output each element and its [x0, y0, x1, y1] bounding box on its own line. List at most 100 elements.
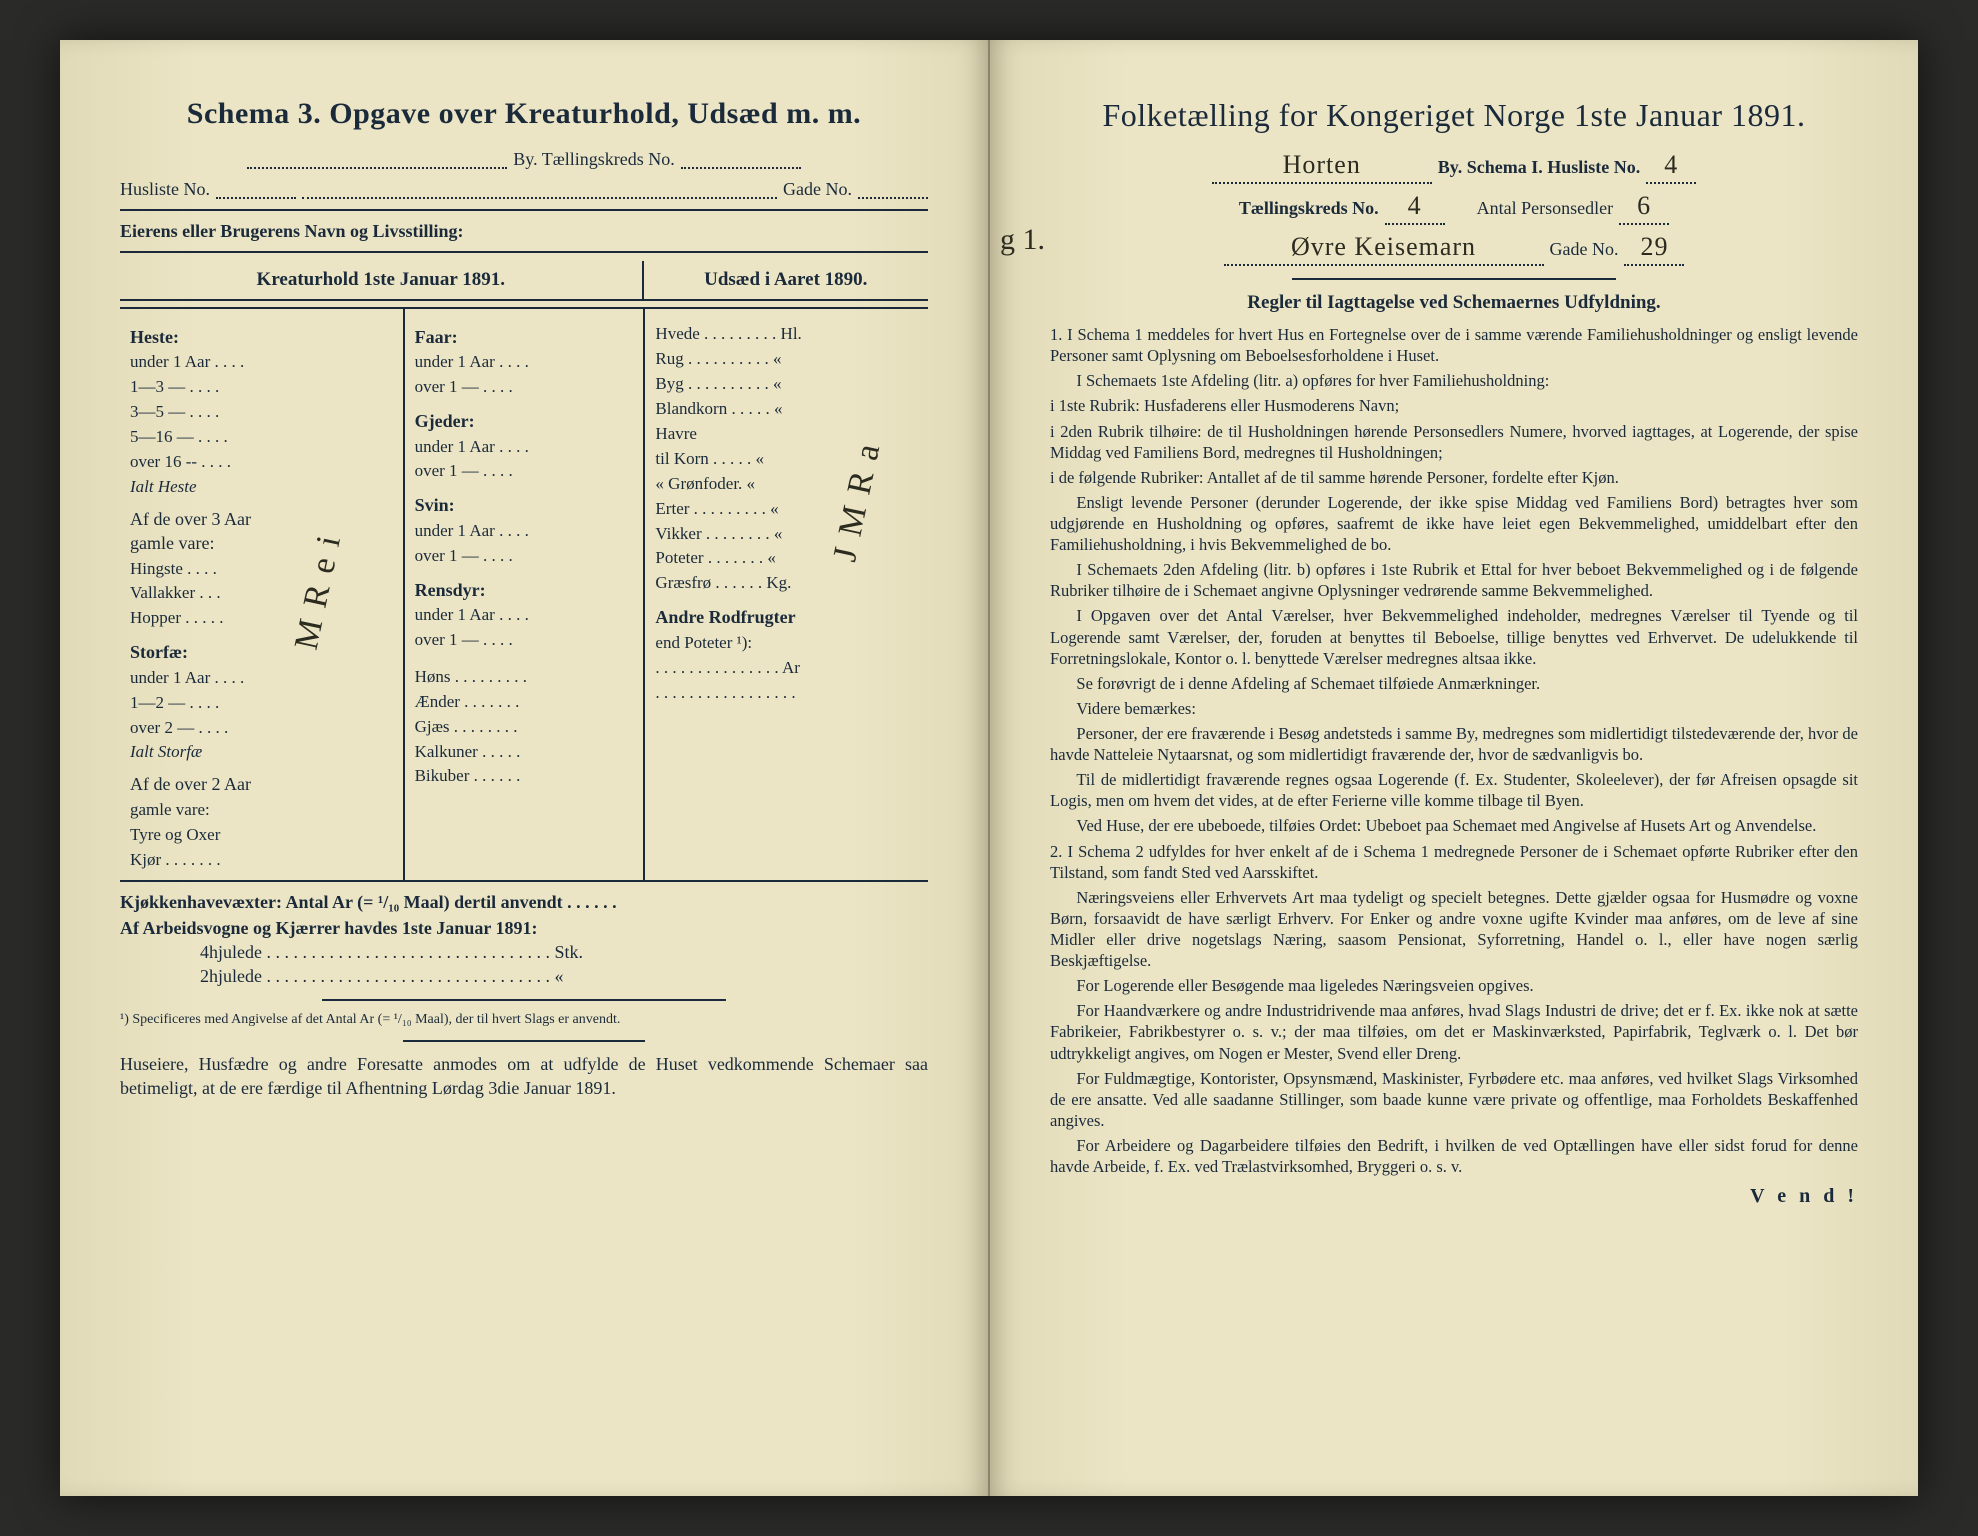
udsaed-row: Erter . . . . . . . . . «	[655, 498, 778, 521]
by-handwritten: Horten	[1212, 147, 1432, 184]
census-title: Folketælling for Kongeriget Norge 1ste J…	[1050, 94, 1858, 137]
af3-row: Vallakker . . .	[130, 582, 221, 605]
udsaed-row: Hvede . . . . . . . . . Hl.	[655, 323, 801, 346]
gade-line: Øvre Keisemarn Gade No. 29	[1050, 229, 1858, 266]
rule-p: 1. I Schema 1 meddeles for hvert Hus en …	[1050, 325, 1858, 365]
gjeder-heading: Gjeder:	[415, 409, 634, 433]
husliste-line: Husliste No. Gade No.	[120, 175, 928, 201]
rule-p: Videre bemærkes:	[1076, 699, 1196, 718]
hjul2: 2hjulede . . . . . . . . . . . . . . . .…	[200, 964, 928, 988]
gade-label-r: Gade No.	[1550, 237, 1619, 261]
udsaed-row: Blandkorn . . . . . «	[655, 398, 782, 421]
schema3-page: Schema 3. Opgave over Kreaturhold, Udsæd…	[60, 40, 990, 1496]
blank-row: . . . . . . . . . . . . . . . . .	[655, 682, 795, 705]
heste-row: 5—16 — . . . .	[130, 426, 228, 449]
udsaed-head: Udsæd i Aaret 1890.	[644, 261, 928, 301]
other-row: Høns . . . . . . . . .	[415, 666, 527, 689]
af2-row: Tyre og Oxer	[130, 824, 220, 847]
gjeder-row: over 1 — . . . .	[415, 460, 513, 483]
hjul4: 4hjulede . . . . . . . . . . . . . . . .…	[200, 940, 928, 964]
udsaed-row: Byg . . . . . . . . . . «	[655, 373, 781, 396]
heste-heading: Heste:	[130, 325, 393, 349]
kreds-no-hw: 4	[1385, 188, 1445, 225]
sedler-label: Antal Personsedler	[1477, 196, 1613, 220]
by-schema-line: Horten By. Schema I. Husliste No. 4	[1050, 147, 1858, 184]
rule-p: 2. I Schema 2 udfyldes for hver enkelt a…	[1050, 842, 1858, 882]
udsaed-row: Rug . . . . . . . . . . «	[655, 348, 781, 371]
udsaed-row: Havre	[655, 423, 697, 446]
rules-body: 1. I Schema 1 meddeles for hvert Hus en …	[1050, 324, 1858, 1177]
heste-row: 1—3 — . . . .	[130, 376, 219, 399]
ialt-heste: Ialt Heste	[130, 476, 197, 499]
rule-p: For Fuldmægtige, Kontorister, Opsynsmænd…	[1050, 1069, 1858, 1130]
arbeid-line: Af Arbeidsvogne og Kjærrer havdes 1ste J…	[120, 916, 928, 940]
rensdyr-row: under 1 Aar . . . .	[415, 604, 529, 627]
ar-row: . . . . . . . . . . . . . . . Ar	[655, 657, 800, 680]
footnote: ¹) Specificeres med Angivelse af det Ant…	[120, 1011, 928, 1030]
udsaed-row: Poteter . . . . . . . «	[655, 547, 775, 570]
rule-p: Se forøvrigt de i denne Afdeling af Sche…	[1076, 674, 1540, 693]
by-kreds-label: By. Tællingskreds No.	[513, 147, 675, 171]
heste-row: over 16 -- . . . .	[130, 451, 231, 474]
document-spread: Schema 3. Opgave over Kreaturhold, Udsæd…	[60, 40, 1918, 1496]
andre-heading: Andre Rodfrugter	[655, 605, 918, 629]
rule-p: I Schemaets 2den Afdeling (litr. b) opfø…	[1050, 560, 1858, 600]
rule-p: i 2den Rubrik tilhøire: de til Husholdni…	[1050, 422, 1858, 462]
ialt-storfae: Ialt Storfæ	[130, 741, 202, 764]
col-udsaed: Hvede . . . . . . . . . Hl. Rug . . . . …	[645, 309, 928, 879]
kjokken-text: Kjøkkenhavevæxter: Antal Ar (= ¹/₁₀ Maal…	[120, 892, 617, 912]
storfae-row: under 1 Aar . . . .	[130, 667, 244, 690]
rensdyr-heading: Rensdyr:	[415, 578, 634, 602]
by-schema-label: By. Schema I. Husliste No.	[1438, 155, 1641, 179]
storfae-heading: Storfæ:	[130, 640, 393, 664]
other-row: Bikuber . . . . . .	[415, 765, 521, 788]
rule-p: I Opgaven over det Antal Værelser, hver …	[1050, 606, 1858, 667]
other-row: Ænder . . . . . . .	[415, 691, 520, 714]
af2-row: gamle vare:	[130, 799, 210, 822]
rule-p: For Arbeidere og Dagarbeidere tilføies d…	[1050, 1136, 1858, 1176]
rule-p: Næringsveiens eller Erhvervets Art maa t…	[1050, 888, 1858, 970]
faar-row: over 1 — . . . .	[415, 376, 513, 399]
rule-p: Ensligt levende Personer (derunder Loger…	[1050, 493, 1858, 554]
other-row: Kalkuner . . . . .	[415, 741, 521, 764]
heste-row: under 1 Aar . . . .	[130, 351, 244, 374]
regler-heading: Regler til Iagttagelse ved Schemaernes U…	[1050, 290, 1858, 316]
svin-row: under 1 Aar . . . .	[415, 520, 529, 543]
faar-row: under 1 Aar . . . .	[415, 351, 529, 374]
gjeder-row: under 1 Aar . . . .	[415, 436, 529, 459]
rule-p: Personer, der ere fraværende i Besøg and…	[1050, 724, 1858, 764]
af2-label: Af de over 2 Aar	[130, 772, 393, 796]
rule-p: i de følgende Rubriker: Antallet af de t…	[1050, 468, 1619, 487]
af3-row: Hopper . . . . .	[130, 607, 223, 630]
closing-text: Huseiere, Husfædre og andre Foresatte an…	[120, 1052, 928, 1101]
col-heste-storfae: Heste: under 1 Aar . . . . 1—3 — . . . .…	[120, 309, 405, 879]
faar-heading: Faar:	[415, 325, 634, 349]
udsaed-row: « Grønfoder. «	[655, 473, 755, 496]
end-poteter: end Poteter ¹):	[655, 632, 752, 655]
af2-row: Kjør . . . . . . .	[130, 849, 221, 872]
form-table: Heste: under 1 Aar . . . . 1—3 — . . . .…	[120, 307, 928, 881]
kreds-sedler-line: Tællingskreds No. 4 Antal Personsedler 6	[1050, 188, 1858, 225]
by-kreds-line: By. Tællingskreds No.	[120, 145, 928, 171]
heste-row: 3—5 — . . . .	[130, 401, 219, 424]
af3-label: Af de over 3 Aar	[130, 507, 393, 531]
gade-name-hw: Øvre Keisemarn	[1224, 229, 1544, 266]
other-row: Gjæs . . . . . . . .	[415, 716, 518, 739]
kjokken-line: Kjøkkenhavevæxter: Antal Ar (= ¹/₁₀ Maal…	[120, 890, 928, 914]
rule-p: Til de midlertidigt fraværende regnes og…	[1050, 770, 1858, 810]
sedler-no-hw: 6	[1619, 188, 1669, 225]
af3-row: Hingste . . . .	[130, 558, 217, 581]
udsaed-row: til Korn . . . . . «	[655, 448, 764, 471]
rule-p: i 1ste Rubrik: Husfaderens eller Husmode…	[1050, 396, 1399, 415]
udsaed-row: Græsfrø . . . . . . Kg.	[655, 572, 791, 595]
gamle-label: gamle vare:	[130, 531, 393, 555]
rule-p: For Logerende eller Besøgende maa ligele…	[1076, 976, 1533, 995]
rensdyr-row: over 1 — . . . .	[415, 629, 513, 652]
gade-label: Gade No.	[783, 177, 852, 201]
storfae-row: 1—2 — . . . .	[130, 692, 219, 715]
kreatur-head: Kreaturhold 1ste Januar 1891.	[120, 261, 644, 301]
svin-row: over 1 — . . . .	[415, 545, 513, 568]
rule-p: For Haandværkere og andre Industridriven…	[1050, 1001, 1858, 1062]
storfae-row: over 2 — . . . .	[130, 717, 228, 740]
rule-p: Ved Huse, der ere ubeboede, tilføies Ord…	[1076, 816, 1816, 835]
